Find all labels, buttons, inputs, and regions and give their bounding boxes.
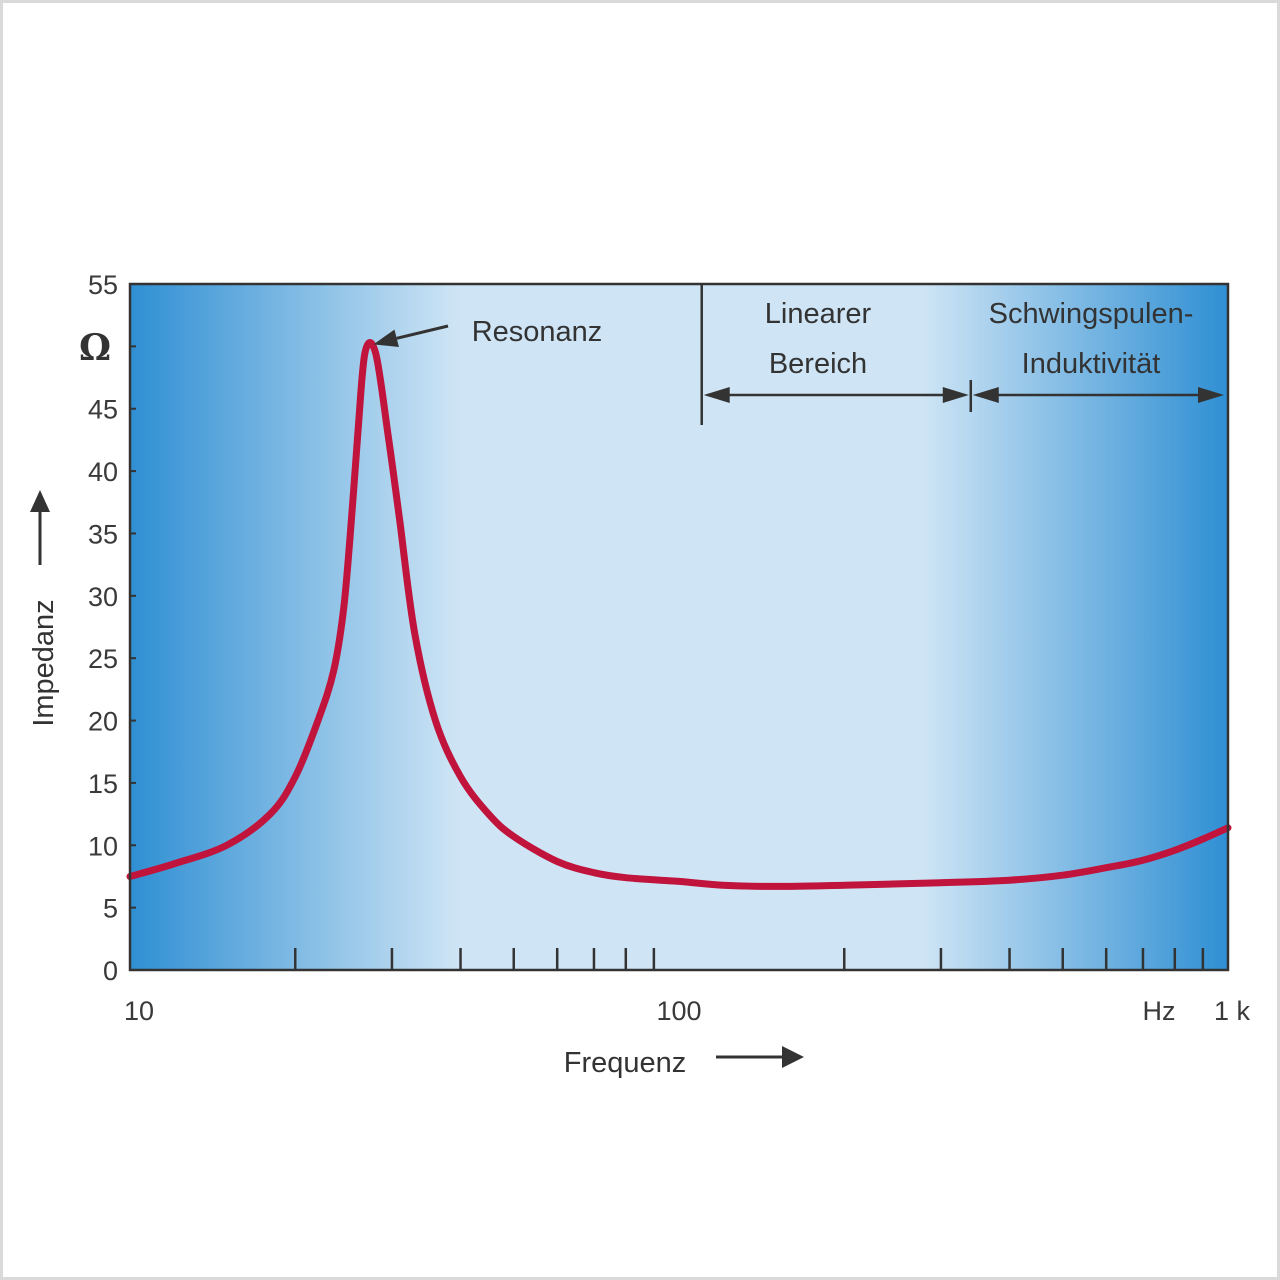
y-unit-label: Ω [79,327,111,369]
resonance-arrow [373,324,449,348]
y-tick-label: 10 [88,831,118,861]
x-tick-label: 10 [124,996,154,1026]
x-axis-title: Frequenz [564,1047,687,1079]
y-axis-tick-labels: 0 5 10 15 20 25 30 35 40 45 55 [88,270,136,986]
coil-region-arrow-head [972,387,999,403]
y-tick-label: 45 [88,395,118,425]
y-tick-label: 0 [103,956,118,986]
plot-frame [128,282,1230,972]
y-tick-label: 15 [88,769,118,799]
coil-region-label-line2: Induktivität [1022,348,1161,380]
y-axis-title: Impedanz [28,599,60,726]
y-tick-label: 35 [88,519,118,549]
y-tick-label: 5 [103,894,118,924]
y-tick-label: 30 [88,582,118,612]
plot-background [130,284,1228,970]
linear-region-label-line1: Linearer [765,298,872,330]
linear-region-label-line2: Bereich [769,348,867,380]
x-axis-arrow [716,1046,804,1068]
linear-region-arrow-head [703,387,730,403]
coil-region-arrow-head [1198,387,1224,403]
y-tick-label: 40 [88,457,118,487]
y-axis-arrow [30,490,50,565]
y-tick-label: 20 [88,707,118,737]
impedance-curve [126,338,1232,890]
x-unit-label: Hz [1143,996,1176,1026]
coil-region-label-line1: Schwingspulen- [989,298,1194,330]
resonance-label: Resonanz [472,316,603,348]
x-tick-label: 1 k [1214,996,1251,1026]
x-tick-label: 100 [656,996,701,1026]
region-markers [700,284,1224,425]
x-axis-tick-labels: 10 100 1 k [124,996,1250,1026]
y-tick-label: 55 [88,270,118,300]
y-tick-label: 25 [88,644,118,674]
x-minor-ticks [294,948,1205,970]
linear-region-arrow-head [942,387,969,403]
